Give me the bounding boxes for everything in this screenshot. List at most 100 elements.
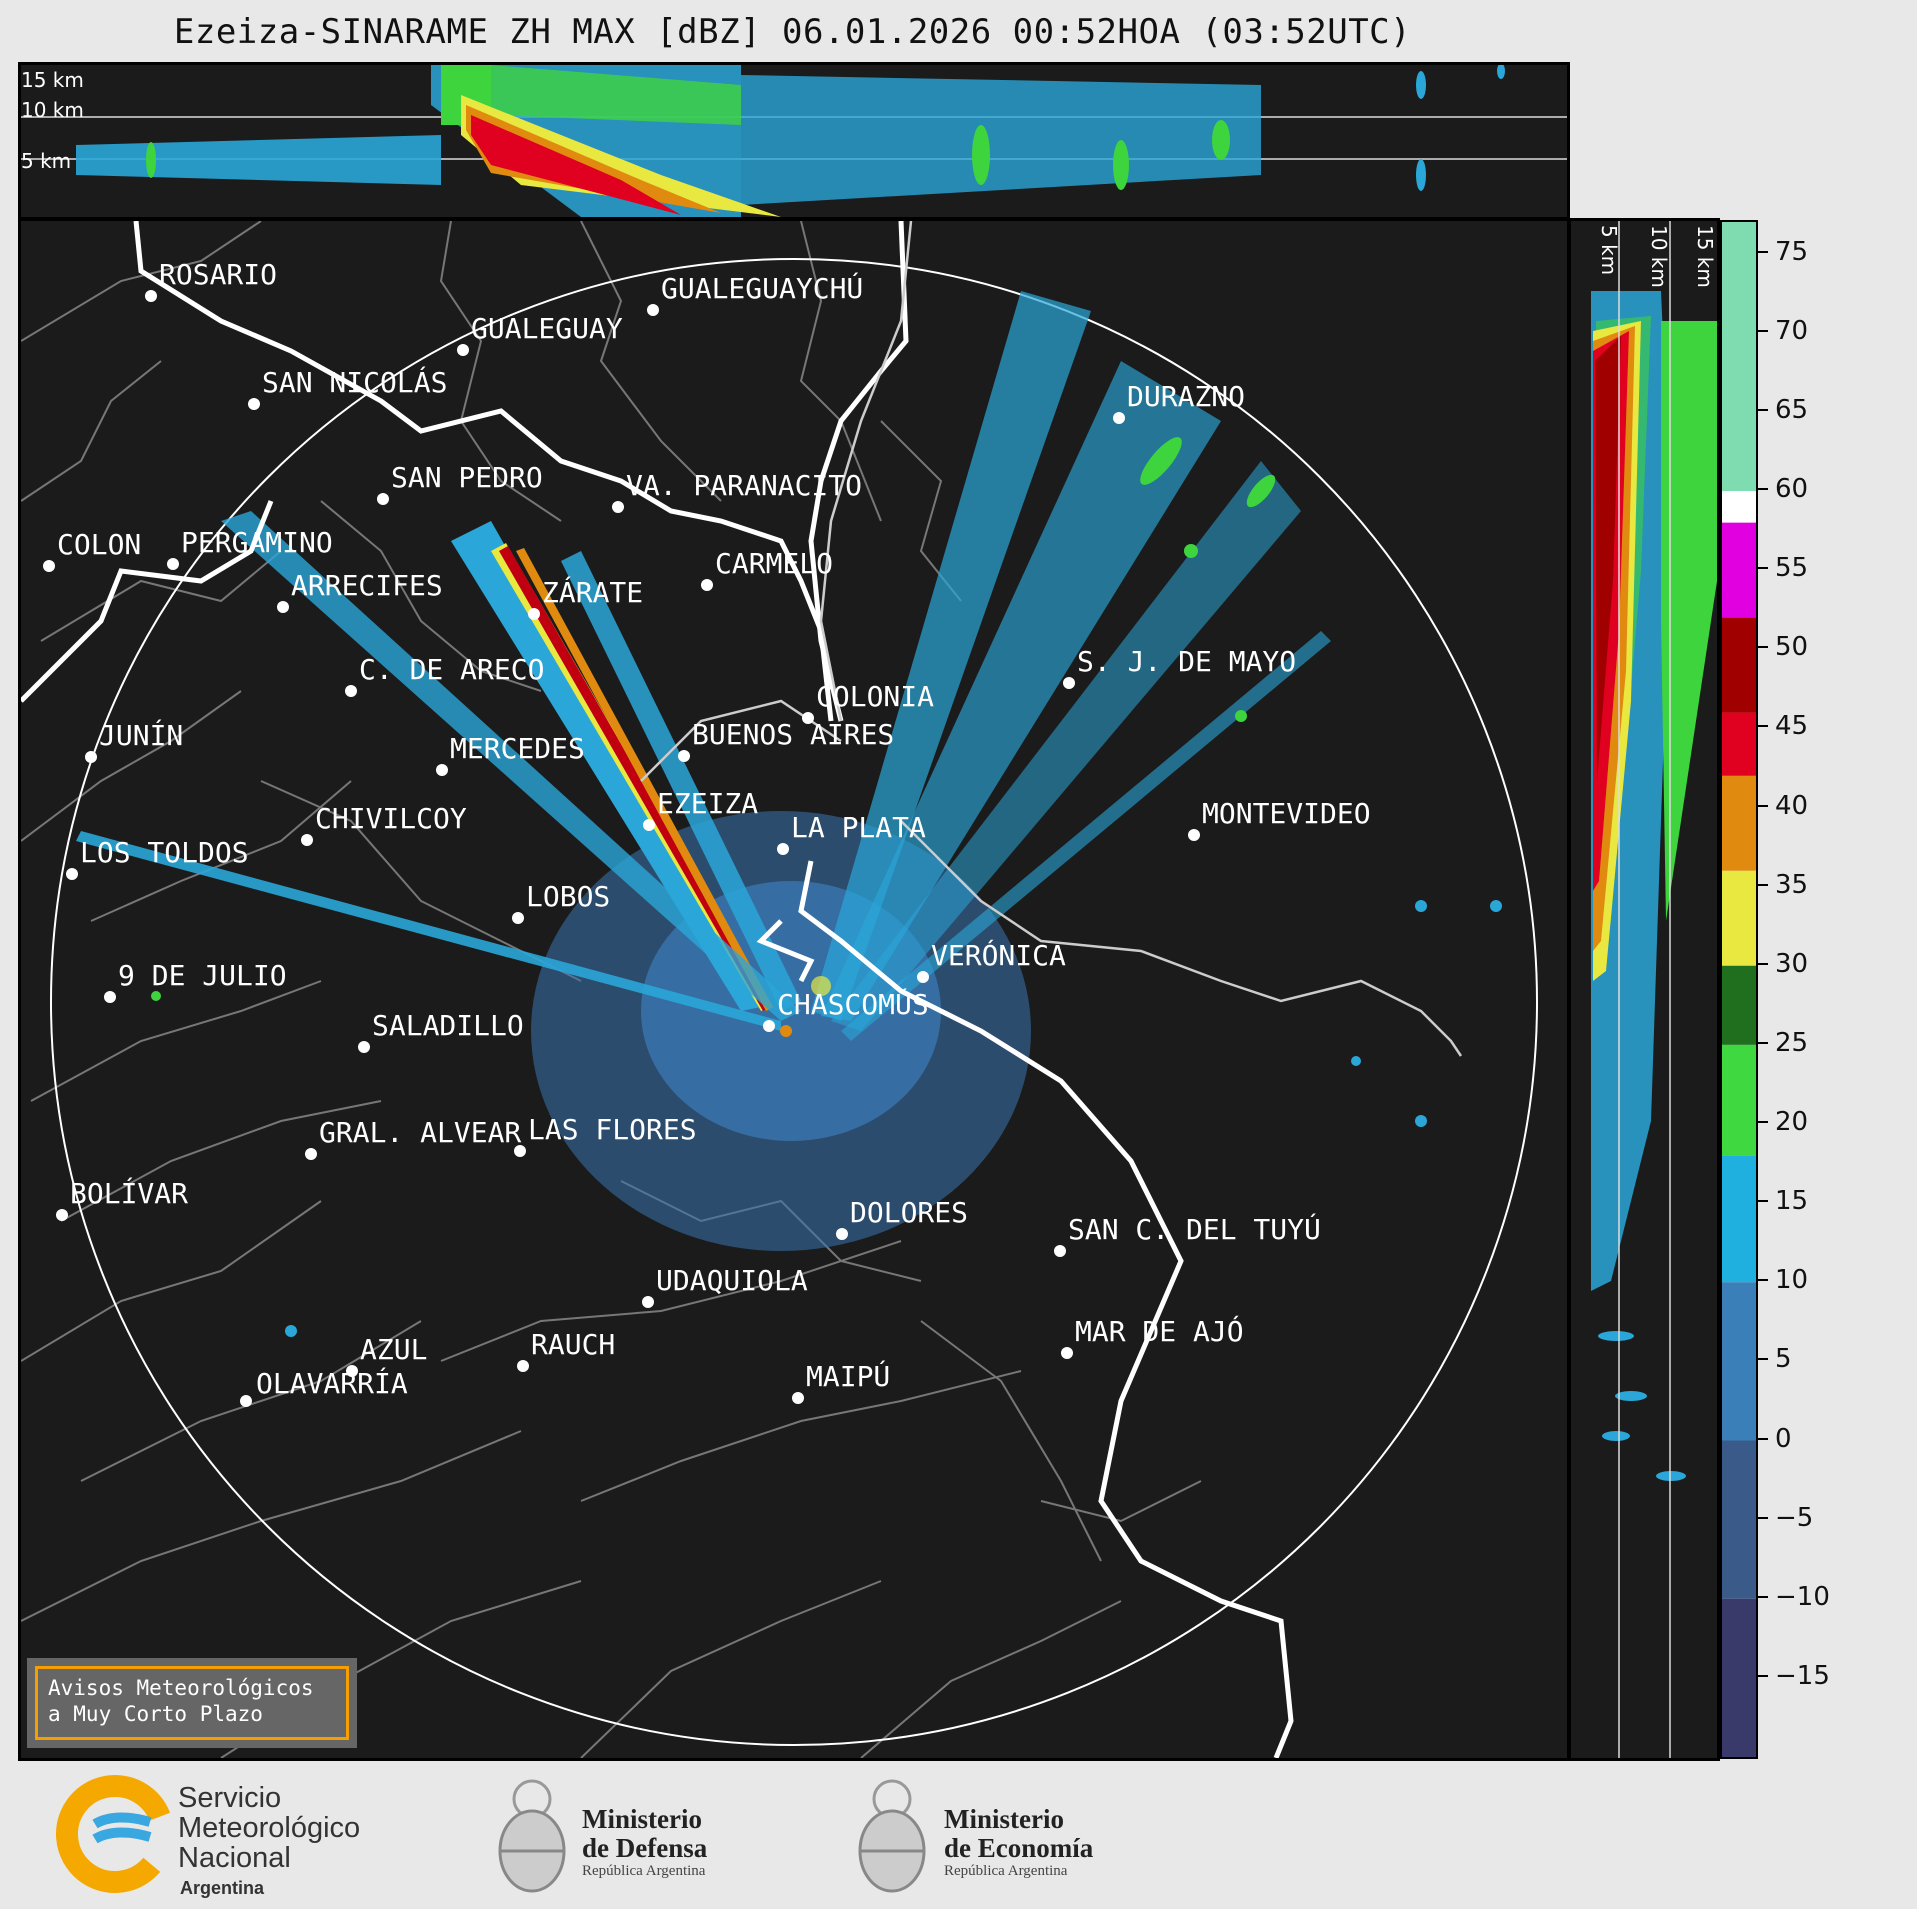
coat-of-arms-icon-2 <box>858 1779 926 1893</box>
colorbar-band <box>1722 522 1756 618</box>
city-label: SALADILLO <box>372 1009 524 1042</box>
side-height-label-5km: 5 km <box>1597 225 1621 276</box>
city-marker <box>240 1395 252 1407</box>
city-marker <box>777 843 789 855</box>
city-marker <box>647 304 659 316</box>
radar-map: ROSARIO GUALEGUAYCHÚ GUALEGUAY SAN NICOLÁS D… <box>18 218 1570 1761</box>
city-label: ARRECIFES <box>291 569 443 602</box>
height-label-10km: 10 km <box>21 98 84 122</box>
colorbar-tick <box>1758 962 1768 965</box>
colorbar-tick <box>1758 329 1768 332</box>
city-marker <box>167 558 179 570</box>
colorbar-tick-label: 25 <box>1775 1027 1809 1058</box>
city-marker <box>104 991 116 1003</box>
smn-line-2: Meteorológico <box>178 1812 361 1844</box>
ministry-defensa: Ministerio de Defensa República Argentin… <box>582 1805 707 1880</box>
ministry-defensa-line-1: Ministerio <box>582 1804 702 1834</box>
city-label: SAN PEDRO <box>391 461 543 494</box>
colorbar-gradient <box>1722 222 1756 1757</box>
city-marker <box>763 1020 775 1032</box>
colorbar-tick <box>1758 1279 1768 1282</box>
city-marker <box>643 819 655 831</box>
page-title: Ezeiza-SINARAME ZH MAX [dBZ] 06.01.2026 … <box>173 12 1412 52</box>
city-marker <box>56 1209 68 1221</box>
city-label: GRAL. ALVEAR <box>319 1116 521 1149</box>
city-label: GUALEGUAYCHÚ <box>661 271 863 305</box>
colorbar-tick <box>1758 1200 1768 1203</box>
city-label: S. J. DE MAYO <box>1077 645 1296 678</box>
city-label: ZÁRATE <box>542 575 643 609</box>
colorbar-tick-label: 35 <box>1775 869 1809 900</box>
colorbar-band <box>1722 1155 1756 1283</box>
top-cross-section: 15 km 10 km 5 km <box>18 62 1570 220</box>
colorbar-tick <box>1758 488 1768 491</box>
city-label: DOLORES <box>850 1196 968 1229</box>
colorbar-tick <box>1758 646 1768 649</box>
city-marker <box>701 579 713 591</box>
city-marker <box>248 398 260 410</box>
smn-logo <box>56 1775 174 1893</box>
colorbar-tick <box>1758 567 1768 570</box>
city-label: BUENOS AIRES <box>692 718 894 751</box>
colorbar-tick <box>1758 883 1768 886</box>
colorbar-band <box>1722 1282 1756 1441</box>
radar-echoes <box>76 291 1502 1337</box>
city-marker <box>358 1041 370 1053</box>
city-label: EZEIZA <box>657 787 758 820</box>
city-label: PERGAMINO <box>181 526 333 559</box>
colorbar-tick-label: 0 <box>1775 1423 1792 1454</box>
ministry-economia-line-1: Ministerio <box>944 1804 1064 1834</box>
height-label-5km: 5 km <box>21 149 72 173</box>
footer: Servicio Meteorológico Nacional Argentin… <box>0 1761 1917 1909</box>
colorbar-tick-label: 20 <box>1775 1107 1809 1137</box>
colorbar-tick-label: 40 <box>1775 790 1809 821</box>
colorbar-band <box>1722 712 1756 776</box>
colorbar-tick <box>1758 1358 1768 1361</box>
city-marker <box>802 712 814 724</box>
colorbar-tick <box>1758 804 1768 807</box>
city-marker <box>917 971 929 983</box>
city-label: LAS FLORES <box>528 1113 697 1146</box>
city-marker <box>792 1392 804 1404</box>
city-label: OLAVARRÍA <box>256 1366 408 1400</box>
city-label: SAN C. DEL TUYÚ <box>1068 1212 1321 1246</box>
colorbar-tick-label: 55 <box>1775 553 1809 584</box>
coastline-and-borders <box>21 221 1294 1758</box>
colorbar-tick-label: 75 <box>1775 236 1809 267</box>
colorbar-tick-label: 70 <box>1775 315 1809 346</box>
colorbar-band <box>1722 617 1756 713</box>
top-cross-section-plot <box>21 65 1567 217</box>
city-label: C. DE ARECO <box>359 653 544 686</box>
smn-line-4: Argentina <box>180 1878 265 1898</box>
colorbar-tick <box>1758 1121 1768 1123</box>
colorbar-tick-label: −10 <box>1775 1581 1830 1612</box>
city-marker <box>514 1145 526 1157</box>
radar-map-plot: ROSARIO GUALEGUAYCHÚ GUALEGUAY SAN NICOLÁS D… <box>21 221 1538 1758</box>
colorbar-tick <box>1758 1516 1768 1519</box>
city-label: 9 DE JULIO <box>118 959 287 992</box>
ministry-defensa-line-2: de Defensa <box>582 1833 708 1863</box>
colorbar-band <box>1722 870 1756 966</box>
city-marker <box>528 608 540 620</box>
colorbar-tick <box>1758 1041 1768 1044</box>
colorbar-tick <box>1758 1437 1768 1440</box>
colorbar-tick-label: 30 <box>1775 948 1809 979</box>
city-label: SAN NICOLÁS <box>262 365 447 399</box>
city-marker <box>436 764 448 776</box>
colorbar-tick-label: 45 <box>1775 711 1809 742</box>
city-marker <box>346 1365 358 1377</box>
city-label: RAUCH <box>531 1328 615 1361</box>
city-marker <box>517 1360 529 1372</box>
colorbar-tick-label: 60 <box>1775 474 1809 505</box>
city-marker <box>1061 1347 1073 1359</box>
city-label: LOS TOLDOS <box>80 836 249 869</box>
city-marker <box>277 601 289 613</box>
smn-name: Servicio Meteorológico Nacional Argentin… <box>178 1783 360 1903</box>
city-marker <box>301 834 313 846</box>
city-marker <box>85 751 97 763</box>
city-label: CHIVILCOY <box>315 802 467 835</box>
colorbar-band <box>1722 491 1756 523</box>
city-marker <box>512 912 524 924</box>
city-marker <box>377 493 389 505</box>
side-cross-section: 5 km 10 km 15 km <box>1568 218 1720 1761</box>
